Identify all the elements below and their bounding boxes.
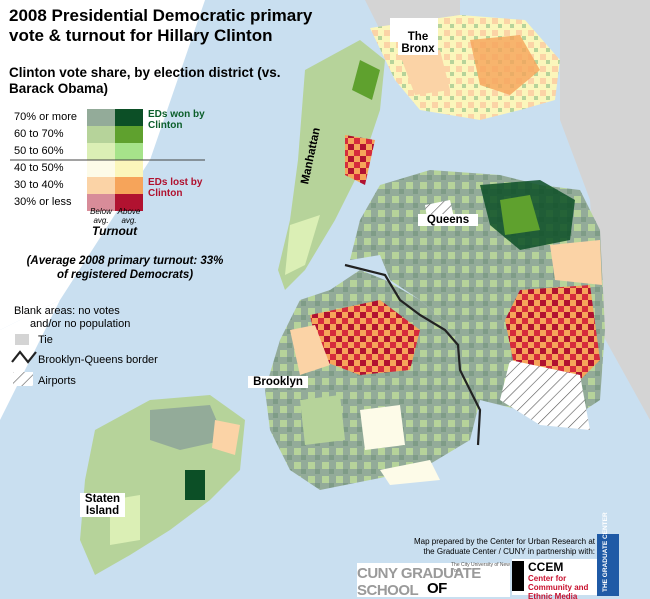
brooklyn-queens-border-line bbox=[344, 263, 482, 446]
legend-row-40-50: 40 to 50% bbox=[14, 162, 64, 174]
tie-swatch bbox=[15, 334, 29, 345]
legend-row-30-less: 30% or less bbox=[14, 196, 72, 208]
border-swatch bbox=[11, 350, 37, 364]
map-title: 2008 Presidential Democratic primary vot… bbox=[9, 6, 313, 45]
legend-swatch-below-4 bbox=[87, 177, 115, 194]
legend-won-label: EDs won by Clinton bbox=[148, 109, 205, 131]
blank-areas-note-2: and/or no population bbox=[30, 318, 131, 330]
label-staten-island: Staten Island bbox=[80, 493, 125, 517]
legend-swatch-above-1 bbox=[115, 126, 143, 143]
legend-swatch-below-2 bbox=[87, 143, 115, 160]
airports-label: Airports bbox=[38, 375, 76, 387]
cuny-logo-top: The City University of New York bbox=[451, 562, 510, 574]
legend-swatch-above-3 bbox=[115, 160, 143, 177]
graduate-center-logo-text: THE GRADUATE CENTER bbox=[602, 512, 609, 592]
ccem-logo: CCEM Center for Community and Ethnic Med… bbox=[512, 559, 598, 599]
legend-above-label: Above avg. bbox=[117, 207, 141, 225]
average-turnout-note: (Average 2008 primary turnout: 33% of re… bbox=[26, 255, 224, 281]
legend-swatch-below-0 bbox=[87, 109, 115, 126]
graduate-center-logo: THE GRADUATE CENTER bbox=[597, 512, 619, 596]
legend-below-label: Below avg. bbox=[90, 207, 112, 225]
legend-swatch-below-3 bbox=[87, 160, 115, 177]
legend-swatch-above-5 bbox=[115, 194, 143, 211]
legend-swatch-below-5 bbox=[87, 194, 115, 211]
label-bronx: The Bronx bbox=[398, 31, 438, 55]
cuny-logo-line2: OF JOURNALISM bbox=[427, 580, 522, 599]
ccem-logo-acronym: CCEM bbox=[528, 560, 564, 574]
legend-swatch-above-2 bbox=[115, 143, 143, 160]
border-label: Brooklyn-Queens border bbox=[38, 354, 158, 366]
legend-swatch-above-0 bbox=[115, 109, 143, 126]
legend-row-60-70: 60 to 70% bbox=[14, 128, 64, 140]
central-brooklyn bbox=[310, 300, 420, 375]
nassau-land bbox=[560, 0, 650, 420]
legend-swatches bbox=[10, 109, 205, 211]
label-queens: Queens bbox=[418, 214, 478, 226]
map-subtitle: Clinton vote share, by election district… bbox=[9, 65, 281, 96]
jfk-airport bbox=[500, 360, 590, 430]
legend-row-30-40: 30 to 40% bbox=[14, 179, 64, 191]
label-brooklyn: Brooklyn bbox=[248, 376, 308, 388]
legend-swatch-below-1 bbox=[87, 126, 115, 143]
cuny-journalism-logo: The City University of New York CUNY GRA… bbox=[357, 562, 522, 599]
staten-dark-district bbox=[185, 470, 205, 500]
legend-row-50-60: 50 to 60% bbox=[14, 145, 64, 157]
credit-text: Map prepared by the Center for Urban Res… bbox=[414, 537, 595, 556]
legend-lost-label: EDs lost by Clinton bbox=[148, 177, 203, 199]
blank-areas-note-1: Blank areas: no votes bbox=[14, 305, 120, 317]
cuny-logo-line1: CUNY GRADUATE SCHOOL bbox=[357, 565, 481, 599]
legend-swatch-above-4 bbox=[115, 177, 143, 194]
tie-label: Tie bbox=[38, 334, 53, 346]
airport-swatch bbox=[13, 372, 33, 386]
legend-row-70-plus: 70% or more bbox=[14, 111, 77, 123]
ccem-logo-name: Center for Community and Ethnic Media bbox=[528, 574, 589, 599]
legend-turnout-label: Turnout bbox=[92, 224, 138, 238]
southeast-queens bbox=[505, 285, 600, 390]
ccem-logo-box bbox=[512, 561, 524, 591]
